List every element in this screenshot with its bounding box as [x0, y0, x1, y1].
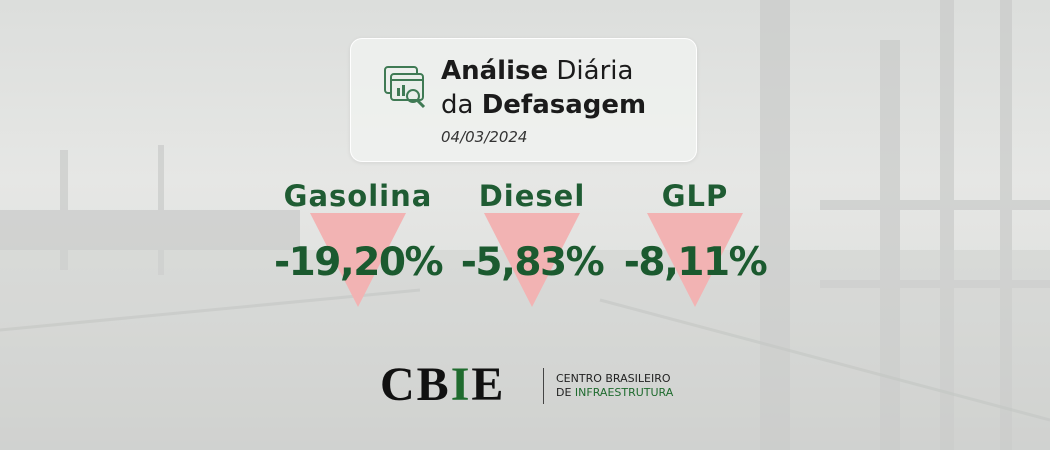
title-line: Análise Diária	[441, 56, 633, 86]
logo-divider	[543, 368, 544, 404]
logo-letter: C	[380, 358, 417, 411]
fuel-value: -8,11%	[623, 240, 768, 285]
logo-letter: E	[471, 358, 506, 411]
tagline-text: INFRAESTRUTURA	[574, 386, 674, 399]
fuel-item: Gasolina -19,20%	[258, 176, 458, 307]
title-bold: Defasagem	[481, 90, 647, 120]
fuel-name: GLP	[661, 179, 729, 213]
down-triangle	[484, 213, 580, 307]
logo: CBIE	[380, 360, 505, 410]
fuel-name: Diesel	[478, 179, 586, 213]
date: 04/03/2024	[441, 128, 528, 146]
fuel-item: GLP -8,11%	[595, 176, 795, 307]
down-triangle	[310, 213, 406, 307]
logo-letter: I	[450, 358, 472, 411]
tagline-text: DE	[556, 386, 572, 399]
logo-letter: B	[416, 358, 451, 411]
fuel-item: Diesel -5,83%	[432, 176, 632, 307]
logo-tagline: CENTRO BRASILEIRO	[556, 372, 671, 385]
title-bold: Análise	[441, 56, 549, 86]
title-text: Diária	[556, 56, 634, 86]
fuel-value: -19,20%	[273, 240, 444, 285]
fuel-name: Gasolina	[283, 179, 433, 213]
title-text: da	[441, 90, 474, 120]
analysis-icon	[384, 66, 426, 109]
title-line: da Defasagem	[441, 90, 646, 120]
down-triangle	[647, 213, 743, 307]
fuel-value: -5,83%	[460, 240, 605, 285]
logo-tagline: DE INFRAESTRUTURA	[556, 386, 673, 399]
